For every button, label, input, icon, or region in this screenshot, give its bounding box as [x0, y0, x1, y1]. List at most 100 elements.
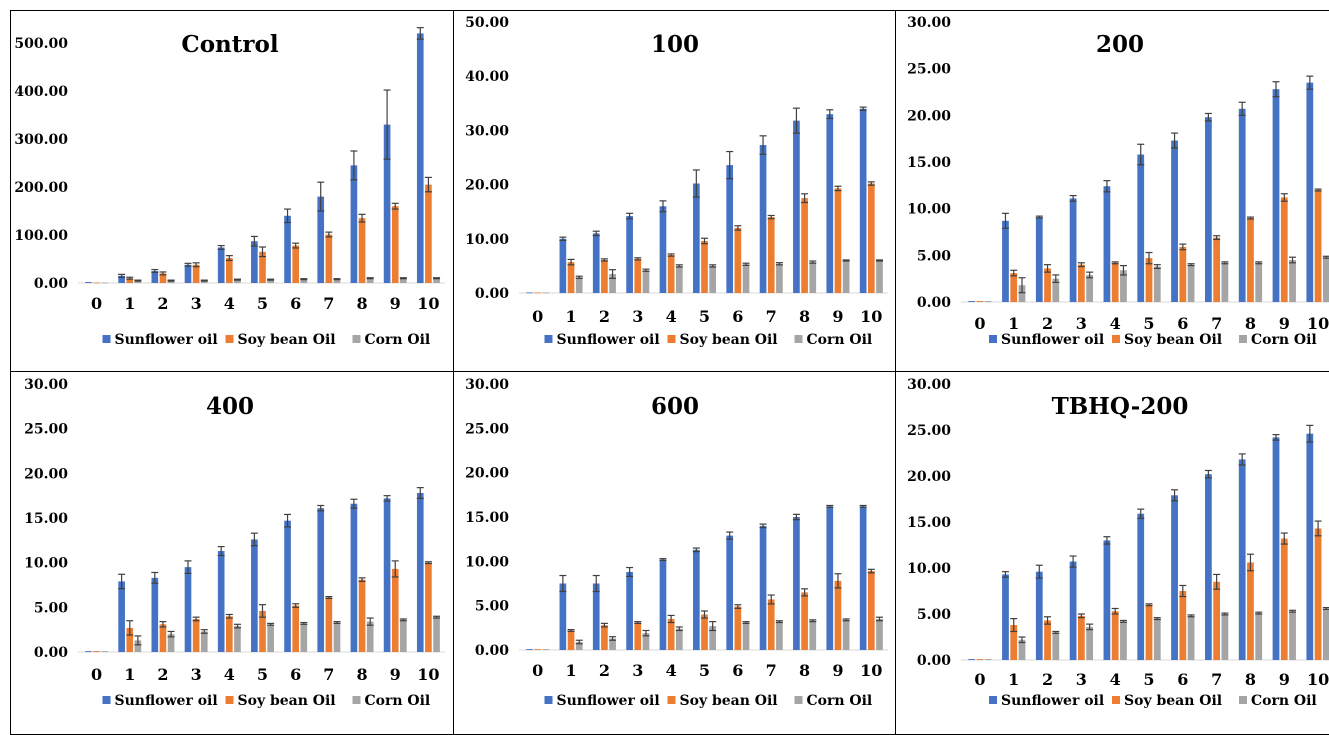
- legend-swatch-corn: [1239, 696, 1247, 704]
- bar-soybean: [1077, 615, 1085, 660]
- y-tick-label: 50.00: [465, 15, 509, 31]
- bar-sunflower: [85, 282, 92, 283]
- bar-sunflower: [1103, 186, 1111, 302]
- bar-sunflower: [826, 114, 834, 293]
- bar-sunflower: [1204, 474, 1212, 660]
- bar-soybean: [1314, 528, 1322, 660]
- bar-sunflower: [1137, 513, 1145, 660]
- x-tick-label: 2: [1042, 670, 1053, 689]
- chart-group: Control 0.00 100.00 200.00 300.00 400.00 500.0…: [14, 27, 445, 348]
- bar-corn: [200, 631, 208, 652]
- legend-label-soybean: Soy bean Oil: [680, 332, 778, 348]
- chart-title: 600: [651, 393, 699, 420]
- bar-sunflower: [759, 525, 767, 650]
- bar-corn: [1120, 621, 1127, 660]
- legend-swatch-soybean: [1112, 696, 1120, 704]
- bar-corn: [1018, 285, 1026, 302]
- legend-swatch-sunflower: [102, 696, 111, 704]
- bar-corn: [642, 270, 650, 293]
- bar-soybean: [801, 198, 808, 293]
- y-tick-label: 10.00: [465, 232, 509, 248]
- chart-title: TBHQ-200: [1052, 393, 1189, 420]
- bar-soybean: [259, 610, 266, 652]
- bar-corn: [267, 279, 274, 283]
- y-tick-label: 5.00: [475, 599, 509, 615]
- legend-swatch-corn: [352, 696, 361, 704]
- x-tick-label: 0: [91, 665, 102, 684]
- bar-sunflower: [859, 108, 867, 293]
- x-tick-label: 4: [666, 661, 677, 680]
- legend-label-soybean: Soy bean Oil: [238, 693, 336, 709]
- x-tick-label: 7: [1211, 670, 1222, 689]
- y-tick-label: 40.00: [465, 69, 509, 85]
- bar-soybean: [192, 264, 200, 283]
- bar-soybean: [1280, 197, 1288, 302]
- x-tick-label: 2: [1042, 314, 1053, 333]
- bar-sunflower: [184, 264, 192, 283]
- y-tick-label: 15.00: [907, 515, 951, 531]
- x-tick-label: 7: [323, 665, 334, 684]
- x-tick-label: 5: [257, 294, 268, 313]
- bar-soybean: [325, 597, 333, 652]
- bar-sunflower: [1069, 198, 1077, 302]
- bar-soybean: [601, 259, 608, 293]
- bar-soybean: [976, 659, 984, 660]
- bar-soybean: [391, 568, 399, 652]
- bar-sunflower: [383, 498, 391, 652]
- chart-panel-200: 200 0.00 5.00 10.00 15.00 20.00 25.00 30.00 0 1 2 3…: [897, 0, 1329, 372]
- x-tick-label: 3: [191, 294, 202, 313]
- x-tick-label: 0: [91, 294, 102, 313]
- bar-sunflower: [1204, 117, 1212, 302]
- x-tick-label: 6: [1177, 670, 1188, 689]
- bar-corn: [642, 633, 650, 650]
- x-tick-label: 6: [732, 307, 743, 326]
- bar-corn: [1153, 618, 1161, 660]
- bar-soybean: [259, 251, 266, 283]
- bar-soybean: [534, 649, 542, 650]
- y-tick-label: 15.00: [465, 510, 509, 526]
- bar-sunflower: [317, 196, 325, 283]
- bar-sunflower: [659, 206, 667, 293]
- y-tick-label: 0.00: [475, 643, 509, 659]
- bar-corn: [400, 278, 407, 283]
- bar-soybean: [834, 580, 842, 650]
- legend-swatch-sunflower: [102, 335, 111, 343]
- bar-soybean: [567, 630, 575, 650]
- bar-sunflower: [626, 571, 633, 650]
- bar-soybean: [601, 625, 608, 650]
- chart-title: 200: [1096, 31, 1144, 58]
- y-tick-label: 0.00: [34, 276, 68, 292]
- legend-swatch-corn: [794, 335, 803, 343]
- y-tick-label: 10.00: [465, 554, 509, 570]
- x-tick-label: 9: [1279, 670, 1290, 689]
- bar-corn: [167, 280, 175, 283]
- bar-corn: [167, 634, 175, 652]
- bar-corn: [742, 622, 750, 650]
- chart-title: 400: [206, 393, 254, 420]
- chart-group: 100 0.00 10.00 20.00 30.00 40.00 50.00 0 1 2 3 4 5 6 7…: [465, 15, 888, 348]
- bar-sunflower: [118, 275, 125, 283]
- bar-sunflower: [1002, 220, 1009, 302]
- bar-soybean: [1179, 591, 1187, 660]
- bar-corn: [1322, 257, 1329, 302]
- bar-corn: [134, 280, 142, 283]
- bar-soybean: [126, 627, 134, 652]
- x-tick-label: 10: [417, 294, 439, 313]
- y-tick-label: 5.00: [34, 600, 68, 616]
- chart-title: 100: [651, 31, 699, 58]
- bar-soybean: [226, 616, 233, 652]
- chart-200-svg: 200 0.00 5.00 10.00 15.00 20.00 25.00 30.00 0 1 2 3…: [907, 15, 1329, 348]
- bar-soybean: [1213, 581, 1221, 660]
- bar-corn: [101, 282, 109, 284]
- bar-sunflower: [1272, 89, 1280, 302]
- x-tick-label: 9: [832, 307, 843, 326]
- bar-sunflower: [759, 145, 767, 293]
- bar-corn: [876, 260, 883, 293]
- bar-sunflower: [350, 503, 358, 652]
- bar-soybean: [159, 273, 167, 283]
- chart-tbhq-svg: TBHQ-200 0.00 5.00 10.00 15.00 20.00 25.00 30.0…: [907, 377, 1329, 709]
- x-tick-label: 1: [565, 661, 576, 680]
- legend-label-corn: Corn Oil: [365, 693, 431, 709]
- legend-label-sunflower: Sunflower oil: [557, 332, 660, 348]
- bar-corn: [433, 278, 440, 283]
